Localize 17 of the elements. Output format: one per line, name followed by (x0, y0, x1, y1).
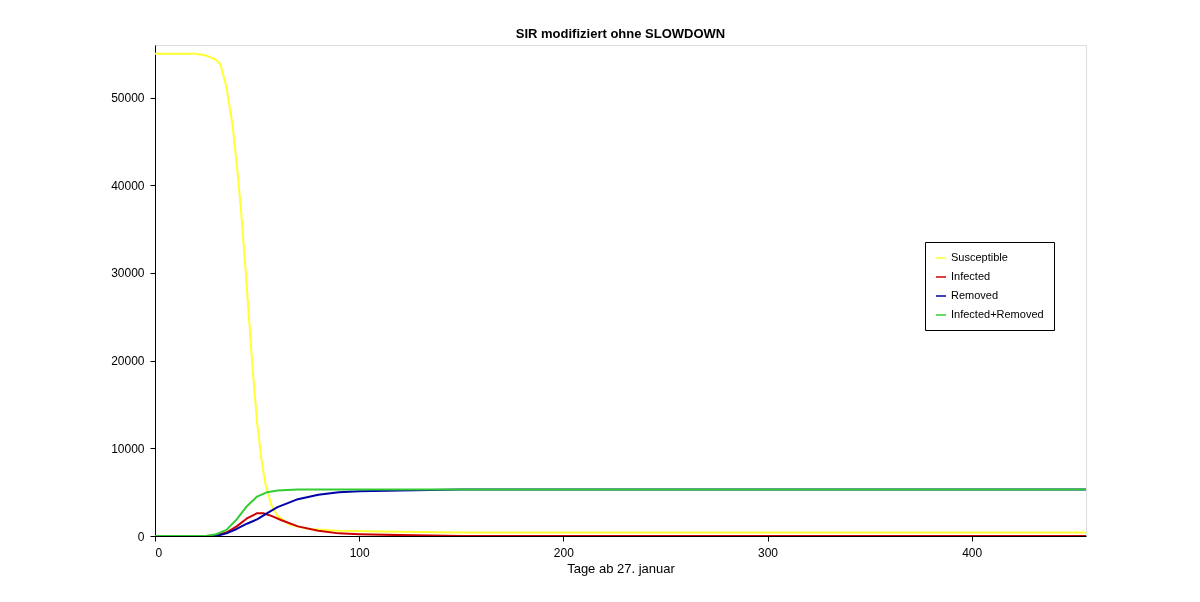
y-tick-label: 50000 (111, 91, 145, 106)
y-tick-label: 10000 (111, 441, 145, 456)
x-tick-label: 0 (155, 545, 163, 560)
x-tick-label: 200 (553, 545, 575, 560)
x-tick-label: 400 (962, 545, 983, 560)
x-tick-label: 100 (349, 545, 370, 560)
x-axis-title: Tage ab 27. januar (567, 560, 676, 576)
legend-label: Infected (951, 270, 991, 282)
y-tick-label: 40000 (111, 178, 145, 193)
y-tick-label: 30000 (111, 266, 145, 281)
legend-label: Infected+Removed (951, 308, 1044, 320)
chart-title: SIR modifiziert ohne SLOWDOWN (515, 26, 726, 41)
x-tick-label: 300 (757, 545, 779, 560)
y-tick-label: 20000 (111, 354, 145, 369)
legend-label: Susceptible (951, 251, 1008, 263)
legend-label: Removed (951, 289, 999, 301)
y-tick-label: 0 (137, 529, 145, 544)
